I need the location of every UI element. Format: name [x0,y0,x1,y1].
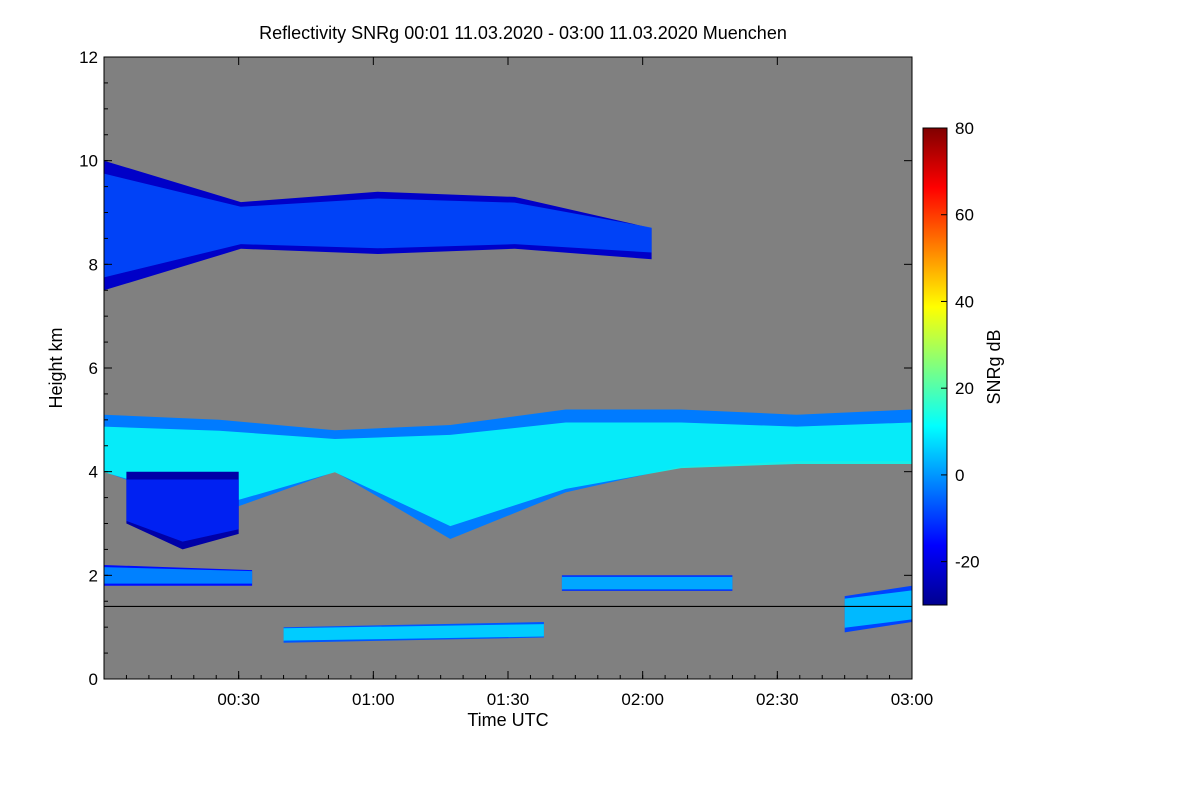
colorbar-tick-label: 0 [955,466,964,485]
x-axis-label: Time UTC [467,710,548,730]
x-tick-label: 03:00 [891,690,934,709]
y-axis: 0 2 4 6 8 10 12 [79,48,912,689]
plot-area [103,56,913,680]
colorbar-tick-label: 80 [955,119,974,138]
x-tick-label: 02:30 [756,690,799,709]
colorbar-tick-label: 20 [955,379,974,398]
y-tick-label: 2 [89,566,98,585]
colorbar: -20 0 20 40 60 80 [922,119,980,606]
fall-streaks [126,479,239,542]
y-tick-label: 12 [79,48,98,67]
chart-title: Reflectivity SNRg 00:01 11.03.2020 - 03:… [259,23,787,43]
cirrus-layer [104,173,652,278]
x-tick-label: 00:30 [217,690,260,709]
low-layer-1 [104,567,253,584]
y-axis-label: Height km [46,327,66,408]
y-tick-label: 0 [89,670,98,689]
y-tick-label: 8 [89,255,98,274]
colorbar-gradient [922,127,948,606]
y-tick-label: 6 [89,359,98,378]
x-tick-label: 02:00 [621,690,664,709]
cloud-layers [104,160,912,643]
boundary-layer [283,624,544,641]
y-tick-label: 4 [89,463,98,482]
colorbar-tick-label: 40 [955,292,974,311]
colorbar-tick-label: 60 [955,206,974,225]
mid-level-layer [104,422,912,527]
y-tick-label: 10 [79,152,98,171]
low-layer-3 [844,590,912,628]
colorbar-tick-label: -20 [955,553,980,572]
x-axis: 00:30 01:00 01:30 02:00 02:30 03:00 [103,57,934,709]
colorbar-label: SNRg dB [984,329,1004,404]
low-layer-2 [561,576,733,590]
x-tick-label: 01:00 [352,690,395,709]
x-tick-label: 01:30 [487,690,530,709]
colorbar-ticks: -20 0 20 40 60 80 [941,119,980,572]
